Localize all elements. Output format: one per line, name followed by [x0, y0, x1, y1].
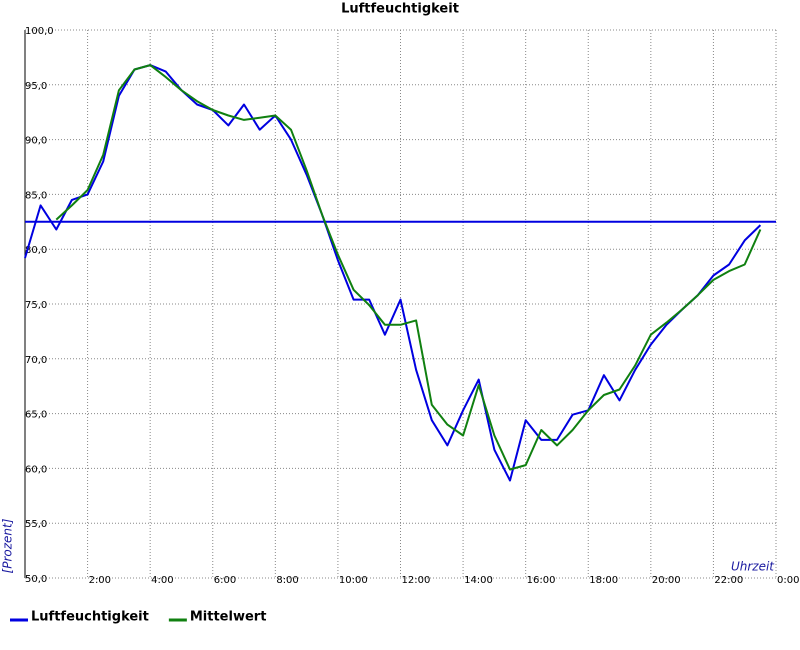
x-tick-label: 18:00: [589, 575, 618, 586]
x-tick-label: 14:00: [464, 575, 493, 586]
y-tick-label: 95,0: [25, 81, 47, 92]
x-tick-label: 2:00: [89, 575, 111, 586]
y-tick-label: 60,0: [25, 464, 47, 475]
y-tick-label: 80,0: [25, 245, 47, 256]
y-tick-label: 75,0: [25, 300, 47, 311]
y-tick-label: 100,0: [25, 26, 54, 37]
x-tick-label: 20:00: [652, 575, 681, 586]
y-tick-label: 90,0: [25, 136, 47, 147]
x-tick-label: 10:00: [339, 575, 368, 586]
data-line: [55, 64, 762, 471]
x-tick-label: 8:00: [276, 575, 298, 586]
data-line: [24, 64, 762, 482]
x-tick-label: 4:00: [151, 575, 173, 586]
y-axis-label: [Prozent]: [1, 518, 15, 573]
y-tick-label: 70,0: [25, 355, 47, 366]
y-tick-label: 55,0: [25, 519, 47, 530]
x-tick-label: 6:00: [214, 575, 236, 586]
y-tick-label: 65,0: [25, 410, 47, 421]
y-tick-label: 85,0: [25, 190, 47, 201]
x-tick-label: 16:00: [527, 575, 556, 586]
legend-label: Mittelwert: [190, 610, 267, 625]
chart-title: Luftfeuchtigkeit: [341, 2, 459, 17]
x-axis-label: Uhrzeit: [731, 560, 775, 574]
x-tick-label: 12:00: [402, 575, 431, 586]
y-tick-label: 50,0: [25, 574, 47, 585]
legend-label: Luftfeuchtigkeit: [31, 610, 149, 625]
x-tick-label: 22:00: [714, 575, 743, 586]
x-tick-label: 0:00: [777, 575, 799, 586]
